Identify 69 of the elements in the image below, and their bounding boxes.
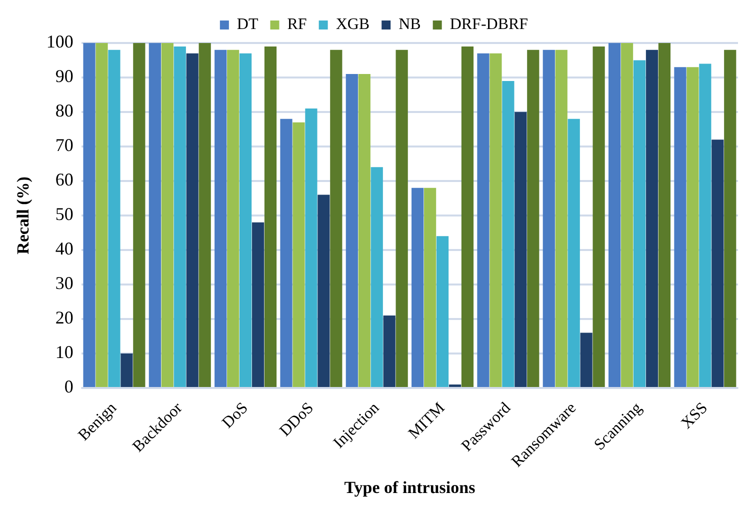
bar xyxy=(240,53,252,387)
bar xyxy=(633,60,646,387)
bar xyxy=(502,80,514,387)
bar xyxy=(646,50,658,387)
bar xyxy=(555,50,568,387)
bar xyxy=(424,188,436,387)
bar xyxy=(108,50,120,387)
bar xyxy=(620,43,634,387)
bar xyxy=(580,332,592,387)
bar xyxy=(658,43,671,387)
y-tick-label: 90 xyxy=(55,66,74,86)
bar xyxy=(227,50,240,387)
bar xyxy=(252,222,264,387)
bar xyxy=(527,50,540,387)
y-tick-label: 70 xyxy=(55,135,74,156)
bar xyxy=(133,43,146,387)
bar xyxy=(120,353,133,387)
y-axis-title: Recall (%) xyxy=(14,176,33,254)
legend-label: DRF-DBRF xyxy=(450,16,528,34)
bar xyxy=(292,122,305,387)
x-axis-title: Type of intrusions xyxy=(344,478,476,498)
bar xyxy=(186,53,198,387)
bar xyxy=(490,53,502,387)
y-tick-label: 30 xyxy=(55,273,74,294)
bar xyxy=(358,74,370,387)
bar xyxy=(568,118,580,387)
bar xyxy=(412,188,424,387)
bar xyxy=(174,46,186,387)
bar xyxy=(542,50,555,387)
y-tick-label: 60 xyxy=(55,170,74,190)
legend-label: XGB xyxy=(336,16,370,34)
bar xyxy=(699,64,712,387)
y-tick-label: 100 xyxy=(46,32,74,52)
y-tick-label: 40 xyxy=(55,238,74,259)
bar xyxy=(724,50,736,387)
y-tick-label: 10 xyxy=(55,342,74,362)
bar xyxy=(608,43,621,387)
bar xyxy=(461,46,474,387)
legend-label: RF xyxy=(287,16,307,34)
bar xyxy=(436,236,449,387)
y-tick-label: 20 xyxy=(55,308,74,328)
bar xyxy=(83,43,96,387)
bar xyxy=(477,53,490,387)
bar xyxy=(264,46,277,387)
bar xyxy=(396,50,408,387)
bar xyxy=(318,194,330,387)
bar xyxy=(280,118,292,387)
bar xyxy=(148,43,161,387)
y-tick-label: 0 xyxy=(64,376,74,397)
x-tick-label: XSS xyxy=(678,400,711,432)
bar xyxy=(198,43,211,387)
bar xyxy=(383,316,396,387)
bar xyxy=(346,74,358,387)
bar xyxy=(674,67,686,387)
bar xyxy=(592,46,605,387)
bar xyxy=(712,140,724,387)
bar xyxy=(686,67,699,387)
y-tick-label: 50 xyxy=(55,204,74,224)
bar xyxy=(514,112,527,387)
x-tick-label: DoS xyxy=(219,400,252,432)
legend-label: NB xyxy=(398,16,421,34)
bar xyxy=(96,43,108,387)
bar xyxy=(330,50,342,387)
bar xyxy=(214,50,227,387)
legend-label: DT xyxy=(236,16,258,34)
y-tick-label: 80 xyxy=(55,100,74,121)
bar xyxy=(161,43,174,387)
bar xyxy=(370,167,383,387)
bar xyxy=(305,108,318,387)
